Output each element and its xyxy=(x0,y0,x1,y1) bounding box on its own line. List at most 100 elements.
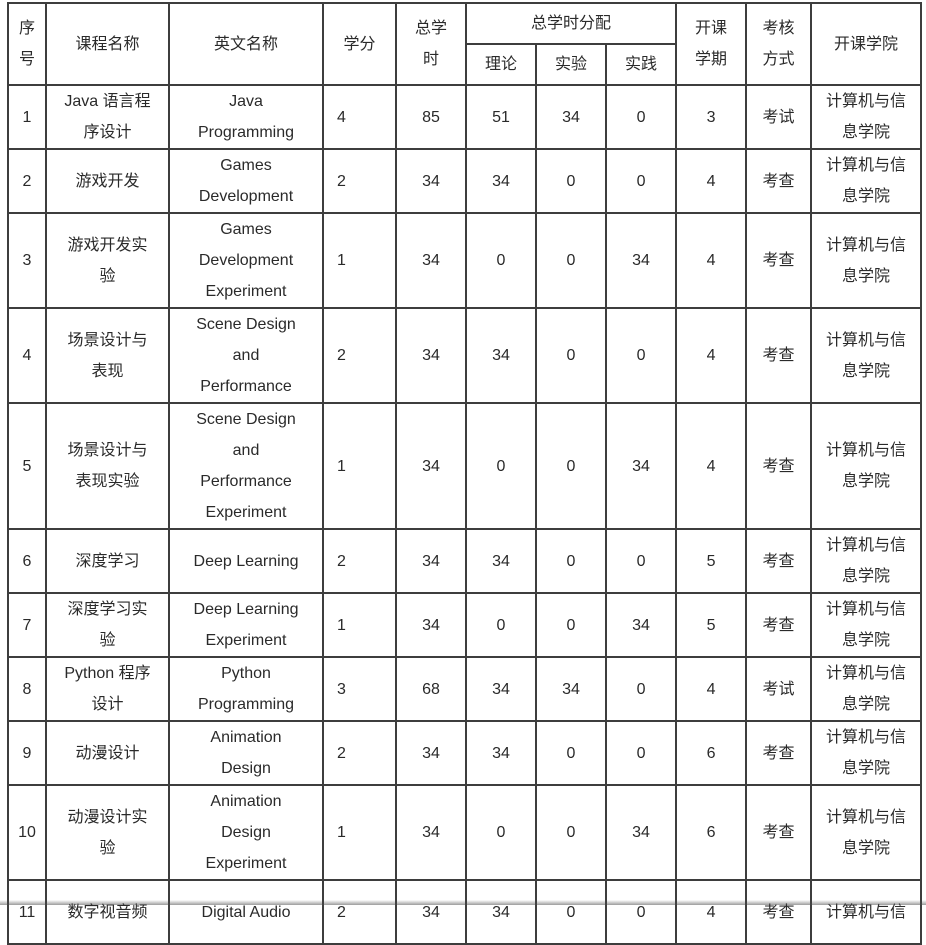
cell-assess: 考试 xyxy=(745,656,813,722)
cell-theory: 51 xyxy=(465,84,537,150)
cell-total: 34 xyxy=(395,148,467,214)
cell-assess: 考查 xyxy=(745,592,813,658)
cell-course: 游戏开发 xyxy=(45,148,170,214)
cell-practice: 0 xyxy=(604,307,678,404)
cell-semester: 4 xyxy=(675,212,748,309)
table-row: 2 游戏开发 Games Development 2 34 34 0 0 4 考查 计算机与信 息学… xyxy=(7,148,923,214)
cell-theory: 0 xyxy=(465,592,537,658)
cell-theory: 34 xyxy=(465,307,537,404)
cell-english: Deep Learning xyxy=(168,528,324,594)
cell-credit: 1 xyxy=(322,402,397,530)
cell-practice: 34 xyxy=(604,212,678,309)
cell-course: 游戏开发实 验 xyxy=(45,212,170,309)
table-row: 7 深度学习实 验 Deep Learning Experiment 1 34 0 0 34 5… xyxy=(7,592,923,658)
cell-course: Python 程序 设计 xyxy=(45,656,170,722)
cell-english: Python Programming xyxy=(168,656,324,722)
cell-english: Games Development xyxy=(168,148,324,214)
cell-exp: 0 xyxy=(535,307,607,404)
cell-english: Scene Design and Performance xyxy=(168,307,324,404)
cell-no: 5 xyxy=(7,402,47,530)
cell-course: 深度学习实 验 xyxy=(45,592,170,658)
cell-total: 34 xyxy=(395,784,467,881)
cell-assess: 考试 xyxy=(745,84,813,150)
cell-no: 10 xyxy=(7,784,47,881)
table-header: 序 号 课程名称 英文名称 学分 总学 时 总学时分配 开课 学期 考核 方式 … xyxy=(7,2,923,86)
cell-semester: 6 xyxy=(675,720,748,786)
cell-course: 场景设计与 表现 xyxy=(45,307,170,404)
cell-theory: 34 xyxy=(465,656,537,722)
cell-assess: 考查 xyxy=(745,528,813,594)
cell-credit: 1 xyxy=(322,784,397,881)
header-cell-assess: 考核 方式 xyxy=(745,2,813,86)
table-body: 1 Java 语言程 序设计 Java Programming 4 85 51 34 0 3 考试… xyxy=(7,84,923,945)
cell-english: Games Development Experiment xyxy=(168,212,324,309)
table-row: 3 游戏开发实 验 Games Development Experiment 1 34 0… xyxy=(7,212,923,309)
cell-exp: 0 xyxy=(535,879,607,945)
cell-semester: 6 xyxy=(675,784,748,881)
cell-total: 34 xyxy=(395,307,467,404)
cell-practice: 34 xyxy=(604,592,678,658)
cell-course: 场景设计与 表现实验 xyxy=(45,402,170,530)
cell-theory: 34 xyxy=(465,528,537,594)
cell-college: 计算机与信 息学院 xyxy=(810,402,923,530)
cell-theory: 34 xyxy=(465,148,537,214)
cell-exp: 0 xyxy=(535,528,607,594)
cell-exp: 34 xyxy=(535,84,607,150)
cell-total: 34 xyxy=(395,528,467,594)
cell-no: 11 xyxy=(7,879,47,945)
cell-exp: 0 xyxy=(535,784,607,881)
table-row: 4 场景设计与 表现 Scene Design and Performance 2 34… xyxy=(7,307,923,404)
cell-semester: 4 xyxy=(675,307,748,404)
cell-english: Animation Design xyxy=(168,720,324,786)
cell-assess: 考查 xyxy=(745,720,813,786)
header-cell-theory: 理论 xyxy=(465,43,537,86)
cell-college: 计算机与信 xyxy=(810,879,923,945)
cell-no: 4 xyxy=(7,307,47,404)
header-row-top: 序 号 课程名称 英文名称 学分 总学 时 总学时分配 开课 学期 考核 方式 … xyxy=(7,2,923,86)
cell-total: 34 xyxy=(395,402,467,530)
cell-semester: 5 xyxy=(675,528,748,594)
cell-assess: 考查 xyxy=(745,148,813,214)
cell-college: 计算机与信 息学院 xyxy=(810,307,923,404)
cell-semester: 4 xyxy=(675,148,748,214)
course-table: 序 号 课程名称 英文名称 学分 总学 时 总学时分配 开课 学期 考核 方式 … xyxy=(7,2,923,945)
cell-college: 计算机与信 息学院 xyxy=(810,720,923,786)
header-cell-practice: 实践 xyxy=(604,43,678,86)
cell-total: 34 xyxy=(395,720,467,786)
cell-college: 计算机与信 息学院 xyxy=(810,528,923,594)
header-cell-total: 总学 时 xyxy=(395,2,467,86)
cell-total: 34 xyxy=(395,212,467,309)
cell-total: 85 xyxy=(395,84,467,150)
cell-credit: 1 xyxy=(322,212,397,309)
cell-theory: 34 xyxy=(465,879,537,945)
table-row: 6 深度学习 Deep Learning 2 34 34 0 0 5 考查 计算机与信 息学院 xyxy=(7,528,923,594)
cell-exp: 0 xyxy=(535,402,607,530)
header-cell-credit: 学分 xyxy=(322,2,397,86)
cell-practice: 34 xyxy=(604,784,678,881)
cell-practice: 0 xyxy=(604,148,678,214)
cell-english: Scene Design and Performance Experiment xyxy=(168,402,324,530)
table-row: 11 数字视音频 Digital Audio 2 34 34 0 0 4 考查 计算机与信 xyxy=(7,879,923,945)
cell-exp: 34 xyxy=(535,656,607,722)
cell-exp: 0 xyxy=(535,592,607,658)
cell-total: 68 xyxy=(395,656,467,722)
header-cell-english: 英文名称 xyxy=(168,2,324,86)
table-row: 9 动漫设计 Animation Design 2 34 34 0 0 6 考查 计算机与信 息学院 xyxy=(7,720,923,786)
cell-course: Java 语言程 序设计 xyxy=(45,84,170,150)
cell-course: 深度学习 xyxy=(45,528,170,594)
cell-course: 数字视音频 xyxy=(45,879,170,945)
cell-no: 2 xyxy=(7,148,47,214)
cell-exp: 0 xyxy=(535,148,607,214)
cell-assess: 考查 xyxy=(745,784,813,881)
cell-total: 34 xyxy=(395,879,467,945)
cell-semester: 3 xyxy=(675,84,748,150)
cell-no: 6 xyxy=(7,528,47,594)
cell-course: 动漫设计 xyxy=(45,720,170,786)
cell-theory: 0 xyxy=(465,402,537,530)
cell-assess: 考查 xyxy=(745,212,813,309)
cell-credit: 3 xyxy=(322,656,397,722)
cell-no: 1 xyxy=(7,84,47,150)
cell-college: 计算机与信 息学院 xyxy=(810,148,923,214)
cell-theory: 34 xyxy=(465,720,537,786)
